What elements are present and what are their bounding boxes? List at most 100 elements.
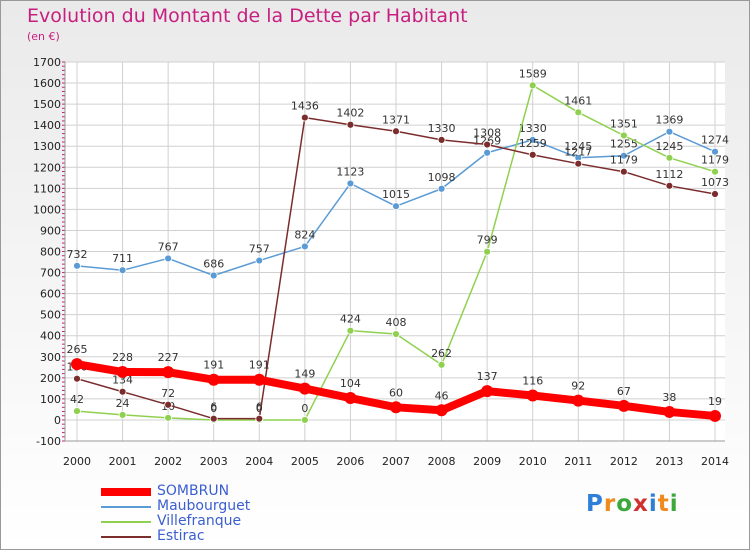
data-label-maubourguet: 686	[203, 258, 224, 271]
data-label-villefranque: 1179	[701, 154, 729, 167]
data-label-estirac: 72	[161, 387, 175, 400]
data-label-maubourguet: 1015	[382, 188, 410, 201]
legend-swatch-estirac	[101, 536, 151, 538]
legend-label-sombrun: SOMBRUN	[157, 483, 230, 499]
legend-label-estirac: Estirac	[157, 528, 205, 544]
x-tick-label: 2004	[245, 455, 273, 468]
data-label-estirac: 1112	[655, 168, 683, 181]
y-tick-label: 1500	[33, 98, 61, 111]
data-point-villefranque	[574, 108, 583, 117]
data-label-estirac: 6	[256, 401, 263, 414]
data-point-estirac	[574, 159, 583, 168]
data-point-sombrun	[663, 405, 676, 418]
data-label-sombrun: 265	[67, 343, 88, 356]
data-label-estirac: 1330	[428, 122, 456, 135]
data-label-sombrun: 60	[389, 386, 403, 399]
x-tick-label: 2000	[63, 455, 91, 468]
logo-letter: t	[657, 491, 670, 517]
data-point-estirac	[118, 387, 127, 396]
data-point-villefranque	[392, 330, 400, 338]
data-point-estirac	[255, 414, 264, 423]
data-label-villefranque: 42	[70, 393, 84, 406]
data-point-maubourguet	[164, 254, 173, 263]
data-label-sombrun: 19	[708, 395, 722, 408]
legend-swatch-sombrun	[101, 488, 151, 496]
data-point-villefranque	[619, 131, 628, 140]
data-label-villefranque: 1351	[610, 117, 638, 130]
y-tick-label: 300	[40, 351, 61, 364]
y-tick-label: 1300	[33, 140, 61, 153]
data-label-maubourguet: 824	[294, 228, 315, 241]
data-point-maubourguet	[483, 148, 492, 157]
data-label-estirac: 1259	[519, 137, 547, 150]
data-label-maubourguet: 1274	[701, 134, 729, 147]
data-point-estirac	[164, 400, 173, 409]
legend-swatch-maubourguet	[101, 506, 151, 508]
y-tick-label: -100	[36, 435, 61, 448]
data-label-sombrun: 116	[522, 375, 543, 388]
x-tick-label: 2007	[382, 455, 410, 468]
x-tick-label: 2009	[473, 455, 501, 468]
x-tick-label: 2001	[109, 455, 137, 468]
y-tick-label: 1200	[33, 161, 61, 174]
data-point-sombrun	[162, 366, 175, 379]
data-label-estirac: 1308	[473, 127, 501, 140]
data-label-villefranque: 424	[340, 313, 361, 326]
data-label-estirac: 1179	[610, 154, 638, 167]
y-tick-label: 0	[54, 414, 61, 427]
data-point-maubourguet	[73, 261, 81, 270]
data-label-villefranque: 408	[386, 316, 407, 329]
data-label-estirac: 134	[112, 374, 133, 387]
y-tick-label: 1400	[33, 119, 61, 132]
data-point-estirac	[73, 374, 81, 383]
data-label-estirac: 6	[210, 401, 217, 414]
data-point-estirac	[392, 127, 400, 136]
x-tick-label: 2003	[200, 455, 228, 468]
data-label-maubourguet: 1330	[519, 122, 547, 135]
data-point-sombrun	[709, 409, 721, 422]
data-point-estirac	[711, 190, 719, 198]
y-tick-label: 100	[40, 393, 61, 406]
logo-letter: i	[648, 491, 658, 517]
data-label-villefranque: 0	[210, 402, 217, 415]
data-point-sombrun	[253, 373, 266, 386]
data-point-estirac	[665, 181, 674, 190]
legend-label-maubourguet: Maubourguet	[157, 498, 251, 514]
x-tick-label: 2008	[428, 455, 456, 468]
data-label-sombrun: 149	[294, 368, 315, 381]
data-point-sombrun	[71, 358, 83, 371]
y-tick-label: 1100	[33, 182, 61, 195]
y-tick-label: 900	[40, 224, 61, 237]
data-point-maubourguet	[209, 271, 218, 280]
data-point-sombrun	[617, 399, 630, 412]
x-tick-label: 2005	[291, 455, 319, 468]
data-label-maubourguet: 1245	[564, 140, 592, 153]
data-label-villefranque: 262	[431, 347, 452, 360]
data-point-villefranque	[483, 247, 492, 256]
data-point-sombrun	[435, 404, 448, 417]
data-point-villefranque	[437, 360, 446, 369]
data-point-estirac	[483, 140, 492, 149]
data-point-sombrun	[526, 389, 539, 402]
data-point-villefranque	[118, 410, 127, 419]
data-label-maubourguet: 757	[249, 243, 270, 256]
data-label-sombrun: 67	[617, 385, 631, 398]
data-point-maubourguet	[528, 136, 537, 144]
proxiti-logo: Proxiti	[586, 491, 679, 517]
logo-letter: o	[616, 491, 634, 517]
data-point-maubourguet	[118, 266, 127, 275]
data-point-maubourguet	[300, 242, 309, 251]
data-point-estirac	[437, 136, 446, 144]
y-tick-label: 200	[40, 372, 61, 385]
data-label-villefranque: 24	[116, 397, 130, 410]
data-point-sombrun	[344, 392, 357, 405]
y-tick-label: 400	[40, 330, 61, 343]
chart-subtitle: (en €)	[27, 30, 60, 43]
data-label-estirac: 1436	[291, 100, 319, 113]
x-tick-label: 2012	[610, 455, 638, 468]
data-label-sombrun: 137	[477, 370, 498, 383]
data-label-maubourguet: 1255	[610, 138, 638, 151]
data-point-villefranque	[73, 407, 81, 416]
